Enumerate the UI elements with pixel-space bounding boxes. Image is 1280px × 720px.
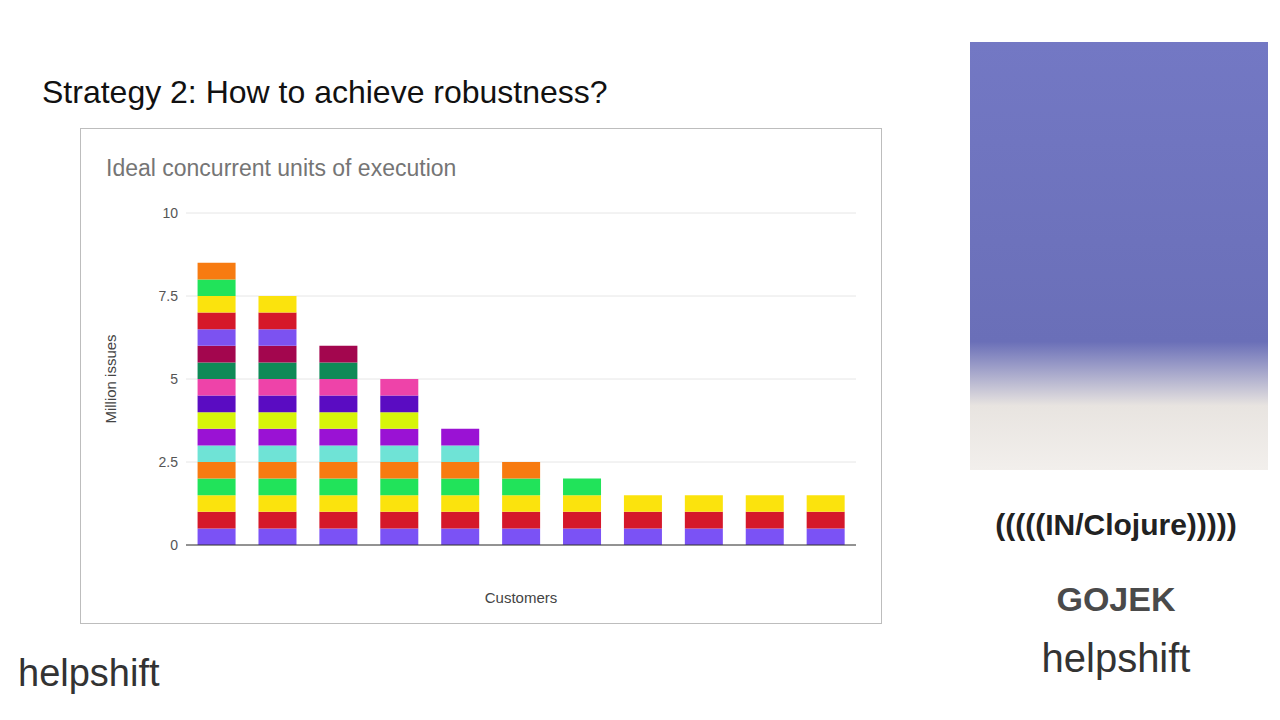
svg-text:0: 0: [170, 537, 178, 553]
html-text:GOJEK: GOJEK: [1056, 580, 1176, 618]
html-text:Strategy 2: How to achieve rob: Strategy 2: How to achieve robustness?: [42, 74, 608, 110]
html-text:helpshift: helpshift: [18, 652, 160, 694]
html-text:(((((IN/Clojure))))): (((((IN/Clojure))))): [995, 508, 1237, 541]
svg-text:10: 10: [162, 205, 178, 221]
svg-text:Million issues: Million issues: [102, 334, 119, 423]
html-text:Ideal concurrent units of exec: Ideal concurrent units of execution: [106, 155, 457, 181]
html-text:helpshift: helpshift: [1041, 636, 1191, 680]
svg-text:7.5: 7.5: [159, 288, 179, 304]
svg-text:5: 5: [170, 371, 178, 387]
svg-text:Customers: Customers: [485, 589, 558, 606]
svg-text:2.5: 2.5: [159, 454, 179, 470]
